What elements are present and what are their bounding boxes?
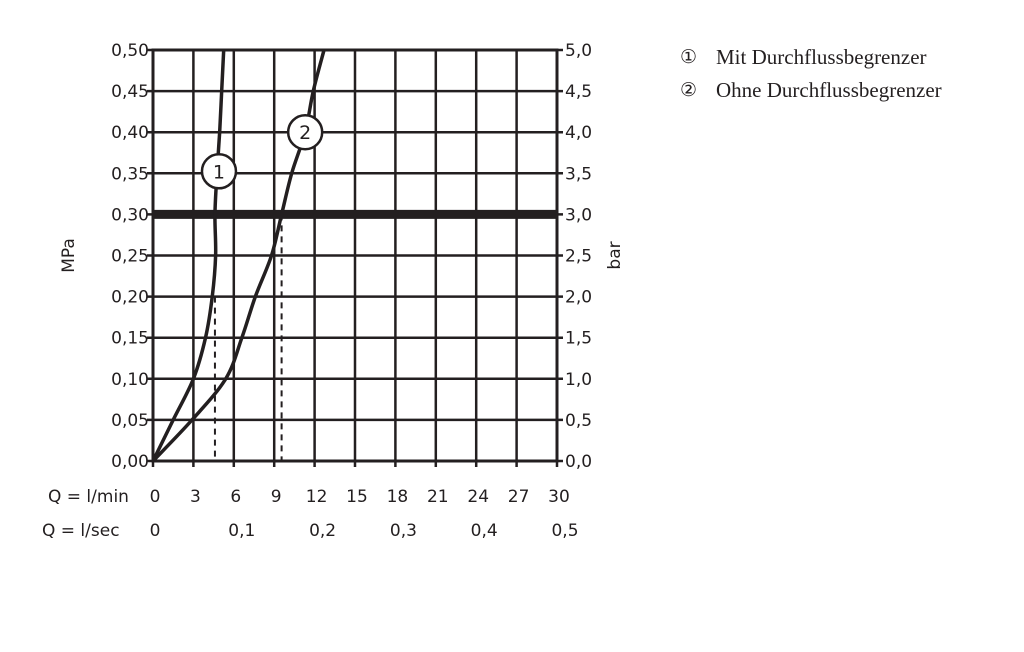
x-tick-label-lmin: 3 [190,487,201,507]
y-tick-label-left: 0,10 [111,370,149,390]
legend-text-2: Ohne Durchflussbegrenzer [716,78,942,102]
y-tick-label-right: 4,0 [565,123,592,143]
y-tick-label-left: 0,35 [111,164,149,184]
x-tick-label-lmin: 0 [150,487,161,507]
y-tick-label-right: 0,0 [565,452,592,472]
y-axis-label-left: MPa [59,238,79,273]
y-tick-label-right: 3,0 [565,205,592,225]
x-tick-label-lsec: 0,4 [471,521,498,541]
series-marker-label-2: 2 [299,122,311,144]
y-tick-label-left: 0,40 [111,123,149,143]
series-line-1 [151,49,226,462]
legend: ① Mit Durchflussbegrenzer ② Ohne Durchfl… [680,44,956,110]
y-tick-label-left: 0,20 [111,288,149,308]
x-tick-label-lsec: 0,2 [309,521,336,541]
x-tick-label-lsec: 0,5 [551,521,578,541]
y-tick-label-left: 0,00 [111,452,149,472]
legend-symbol-2: ② [680,79,698,101]
legend-text-1: Mit Durchflussbegrenzer [716,45,927,69]
series-marker-label-1: 1 [213,161,225,183]
x-tick-label-lmin: 6 [230,487,241,507]
x-tick-label-lmin: 21 [427,487,449,507]
y-tick-label-left: 0,50 [111,41,149,61]
y-axis-label-right: bar [605,241,625,269]
x-tick-label-lmin: 12 [306,487,328,507]
y-tick-label-right: 1,0 [565,370,592,390]
x-tick-label-lmin: 30 [548,487,570,507]
x-tick-label-lmin: 15 [346,487,368,507]
y-tick-label-right: 2,5 [565,247,592,267]
legend-item-2: ② Ohne Durchflussbegrenzer [680,77,956,104]
plot-frame [151,48,559,463]
series-marker-2 [286,113,324,151]
x-tick-label-lmin: 18 [387,487,409,507]
y-tick-label-left: 0,05 [111,411,149,431]
legend-item-1: ① Mit Durchflussbegrenzer [680,44,956,71]
series-marker-1 [200,153,238,190]
y-tick-label-right: 5,0 [565,41,592,61]
x-axis-label-lmin: Q = l/min [48,487,129,507]
x-tick-label-lmin: 24 [467,487,489,507]
y-tick-label-right: 4,5 [565,82,592,102]
y-tick-label-right: 3,5 [565,164,592,184]
y-tick-label-right: 2,0 [565,288,592,308]
x-tick-label-lmin: 9 [271,487,282,507]
x-tick-label-lsec: 0 [150,521,161,541]
y-tick-label-left: 0,45 [111,82,149,102]
y-tick-label-left: 0,25 [111,247,149,267]
y-tick-label-left: 0,30 [111,205,149,225]
x-axis-label-lsec: Q = l/sec [42,521,120,541]
y-tick-label-right: 0,5 [565,411,592,431]
legend-symbol-1: ① [680,46,698,68]
x-tick-label-lsec: 0,1 [228,521,255,541]
y-tick-label-left: 0,15 [111,329,149,349]
x-tick-label-lmin: 27 [508,487,530,507]
x-tick-label-lsec: 0,3 [390,521,417,541]
y-tick-label-right: 1,5 [565,329,592,349]
